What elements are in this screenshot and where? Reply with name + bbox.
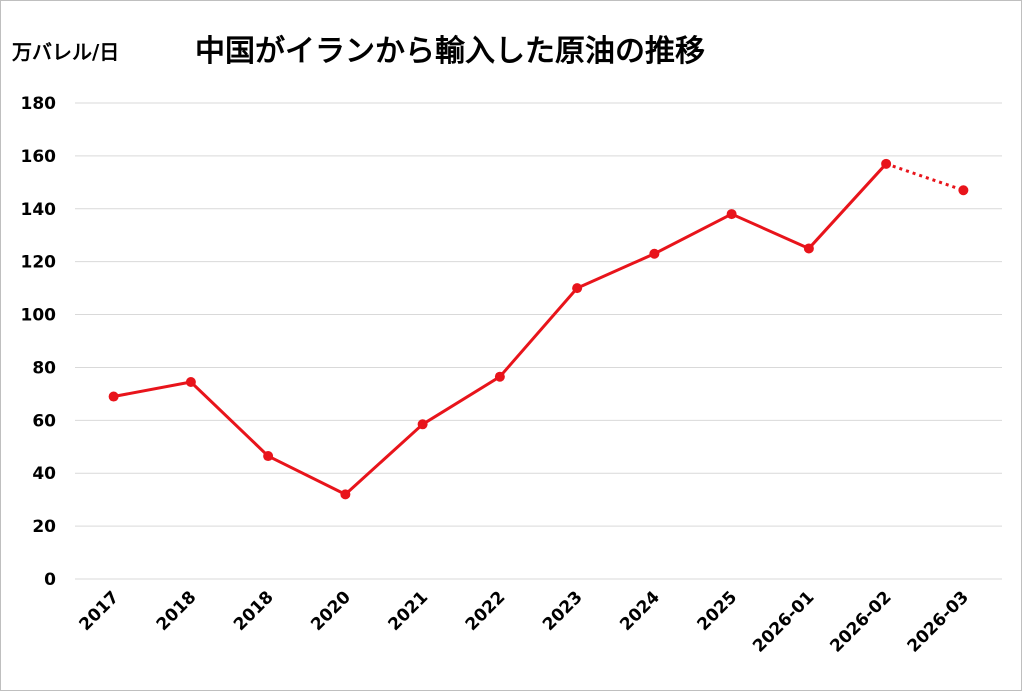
- x-tick-label: 2020: [307, 587, 355, 635]
- y-axis-ticks: 0 20 40 60 80 100 120 140 160 180: [21, 94, 57, 590]
- data-point: [263, 451, 274, 462]
- y-tick-label: 60: [32, 411, 56, 431]
- data-point: [726, 209, 737, 220]
- x-tick-label: 2024: [616, 587, 664, 635]
- data-point: [185, 376, 196, 387]
- y-axis-unit-label: 万バレル/日: [12, 40, 120, 64]
- gridlines: [75, 102, 1002, 580]
- series-line-solid: [112, 162, 888, 496]
- data-point: [803, 243, 814, 254]
- x-tick-label: 2017: [76, 587, 124, 635]
- x-tick-label: 2026-02: [826, 587, 895, 656]
- data-point: [881, 158, 892, 169]
- y-tick-label: 120: [21, 253, 57, 273]
- data-point: [340, 489, 351, 500]
- data-point: [649, 248, 660, 259]
- series-line: [112, 162, 964, 496]
- y-tick-label: 100: [21, 306, 57, 326]
- data-point: [494, 371, 505, 382]
- y-tick-label: 180: [21, 94, 57, 114]
- data-point: [958, 185, 969, 196]
- x-tick-label: 2021: [385, 587, 433, 635]
- data-point: [417, 419, 428, 430]
- data-point: [108, 391, 119, 402]
- series-points: [108, 158, 969, 500]
- x-tick-label: 2022: [462, 587, 510, 635]
- x-tick-label: 2026-03: [904, 587, 973, 656]
- x-axis-ticks: 2017 2018 2018 2020 2021 2022 2023 2024 2025 2026…: [76, 587, 973, 656]
- y-tick-label: 140: [21, 200, 57, 220]
- x-tick-label: 2023: [539, 587, 587, 635]
- y-tick-label: 80: [32, 358, 56, 378]
- series-line-dotted: [885, 162, 964, 192]
- y-tick-label: 160: [21, 147, 57, 167]
- y-tick-label: 20: [32, 517, 56, 537]
- x-tick-label: 2018: [153, 587, 201, 635]
- x-tick-label: 2025: [694, 587, 742, 635]
- y-tick-label: 0: [44, 570, 56, 590]
- chart-title: 中国がイランから輸入した原油の推移: [195, 34, 705, 69]
- x-tick-label: 2018: [230, 587, 278, 635]
- y-tick-label: 40: [32, 464, 56, 484]
- data-point: [572, 283, 583, 294]
- x-tick-label: 2026-01: [749, 587, 818, 656]
